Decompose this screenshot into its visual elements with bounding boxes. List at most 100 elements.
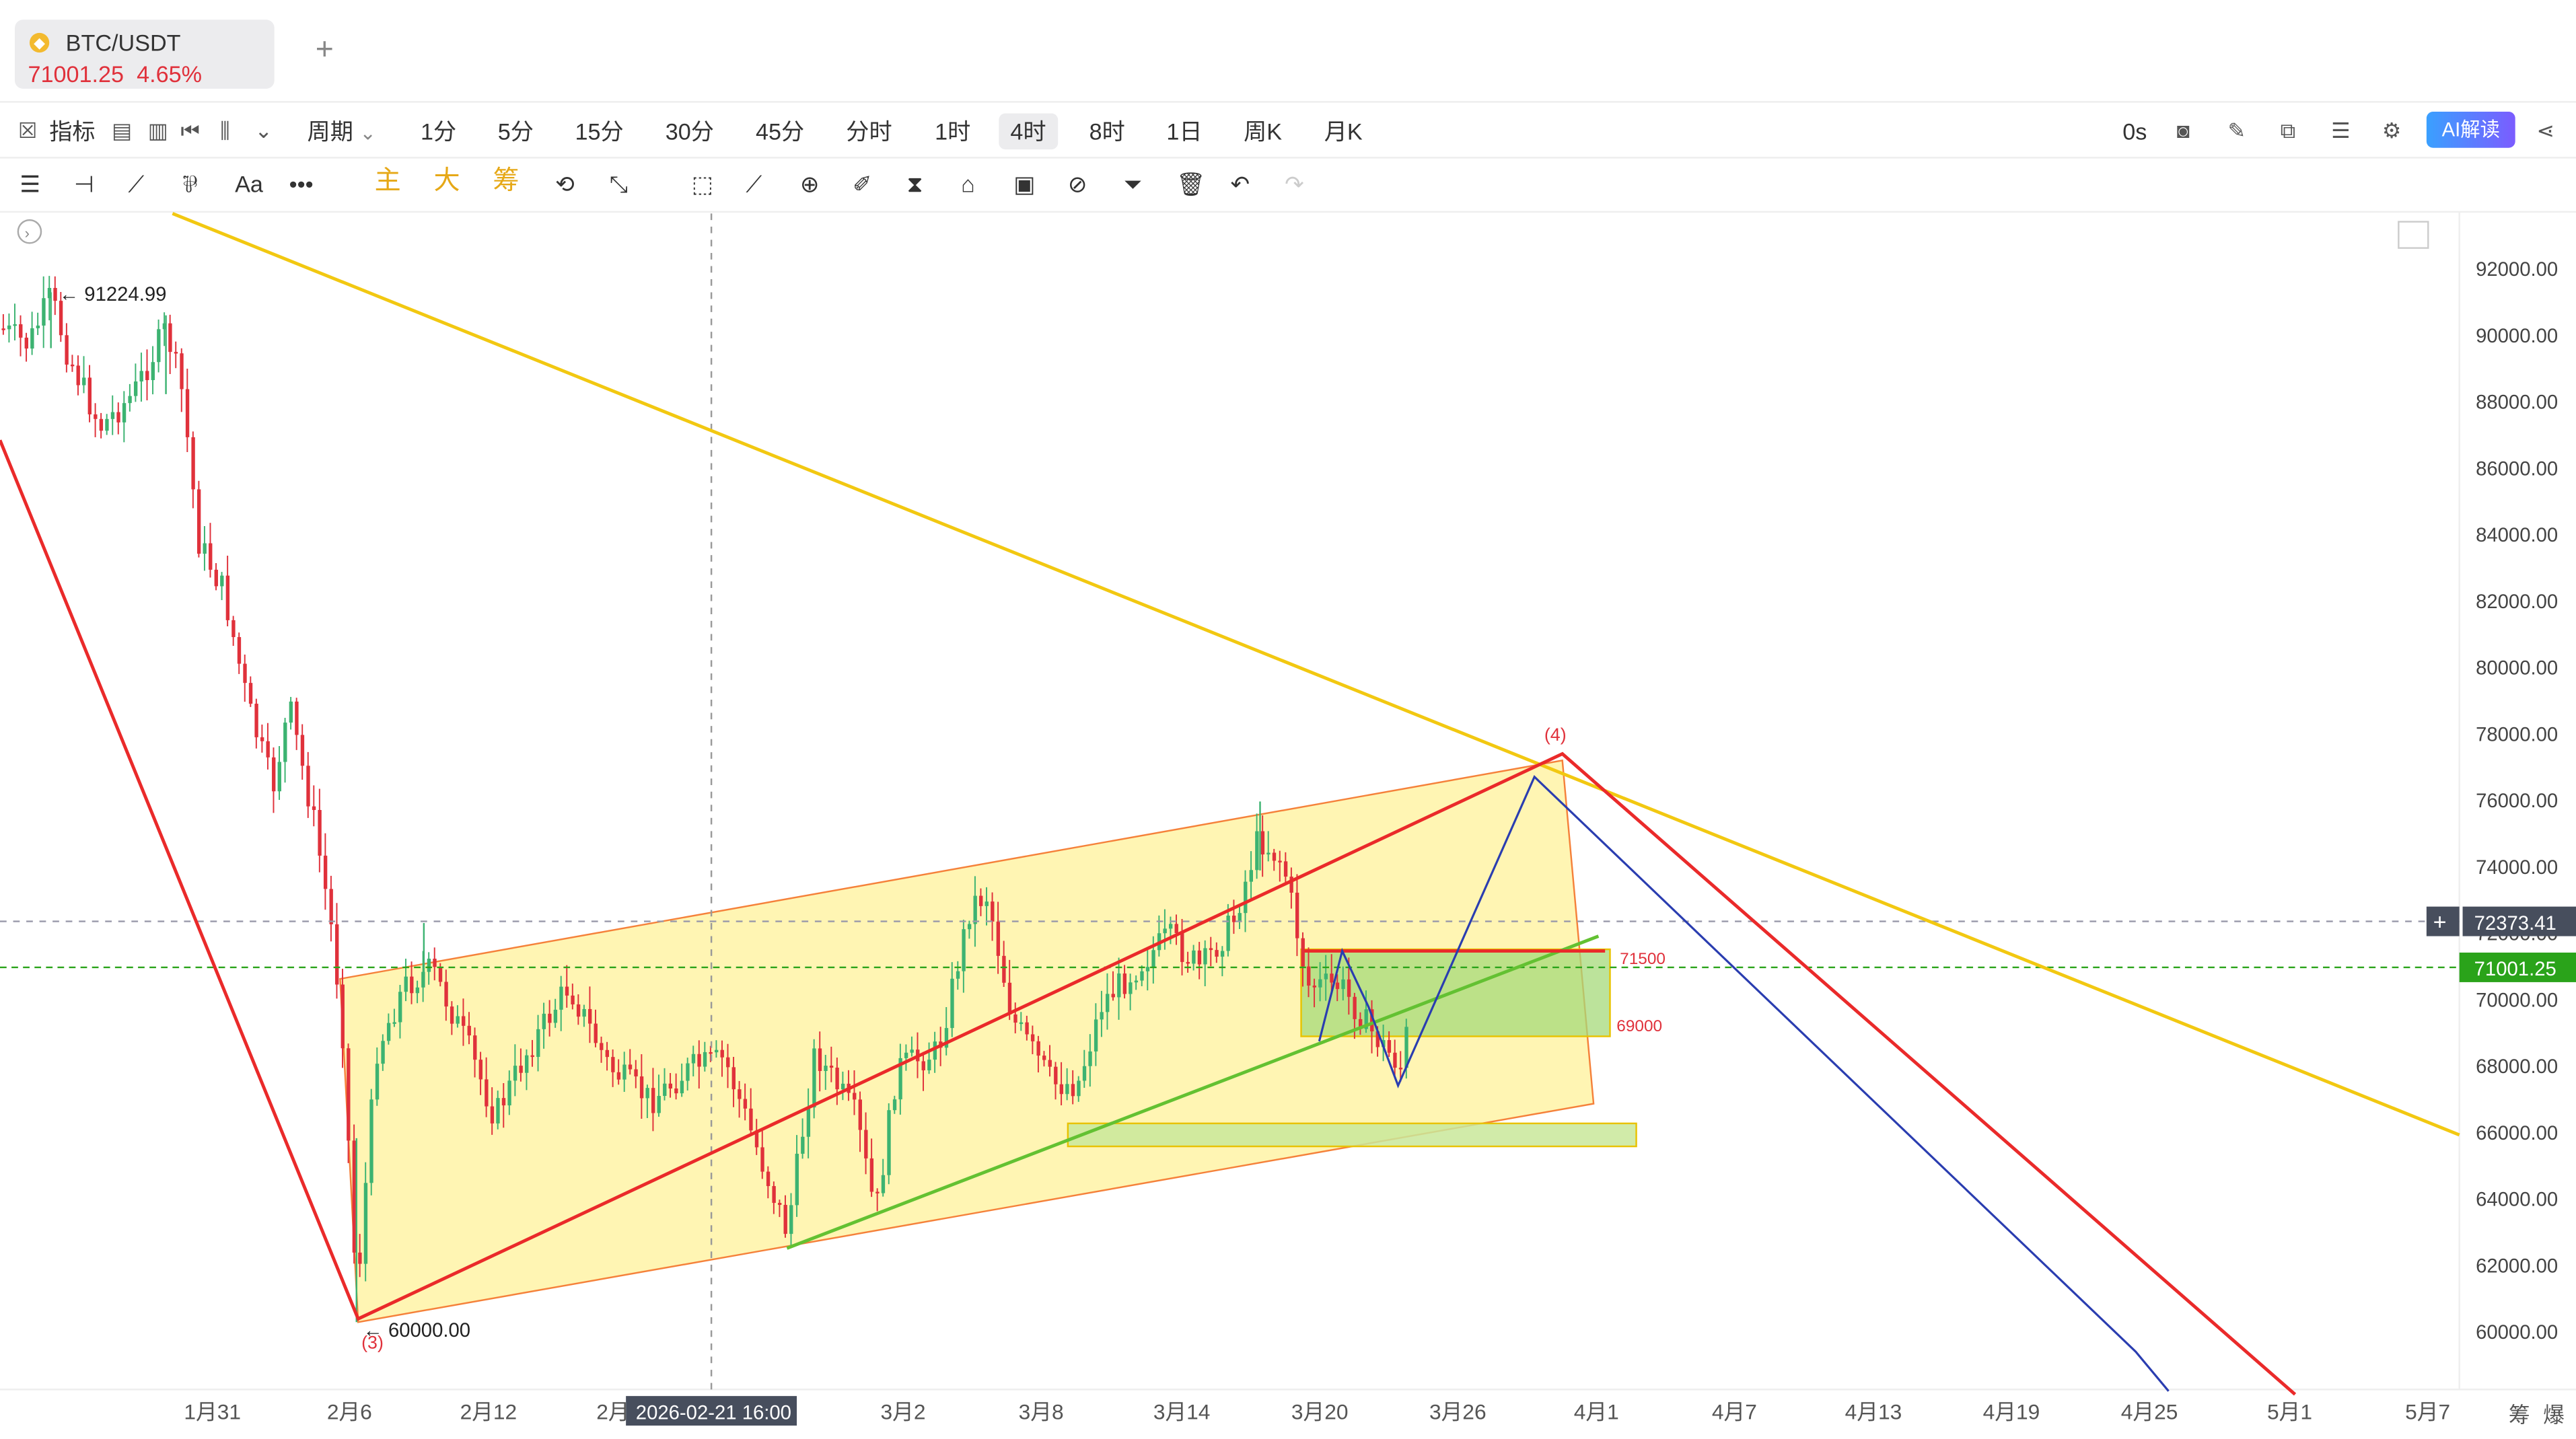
burst-corner-label[interactable]: 爆 xyxy=(2543,1403,2565,1427)
interval-45m[interactable]: 45分 xyxy=(756,118,805,145)
big-order-button[interactable]: 大 xyxy=(433,168,460,196)
candle-body xyxy=(1129,982,1133,994)
candle-body xyxy=(323,855,328,889)
ruler-icon[interactable]: ⟋ xyxy=(746,170,762,197)
last-price-tag xyxy=(2459,952,2576,982)
zoom-in-icon[interactable]: ⊕ xyxy=(799,170,820,197)
redo-icon[interactable]: ↷ xyxy=(1285,170,1304,197)
candle-body xyxy=(162,323,167,330)
candle-body xyxy=(433,959,437,967)
link-icon[interactable]: ⊘ xyxy=(1067,170,1087,197)
chip-corner-label[interactable]: 筹 xyxy=(2509,1403,2530,1427)
candle-body xyxy=(731,1067,736,1090)
candle-body xyxy=(611,1057,615,1072)
interval-week[interactable]: 周K xyxy=(1244,118,1283,145)
brush-icon[interactable]: ✐ xyxy=(853,170,872,197)
replay-icon[interactable]: ⏮ xyxy=(180,118,201,143)
candle-body xyxy=(116,412,120,422)
compare-icon[interactable]: ▥ xyxy=(147,118,168,143)
lock-icon[interactable]: ⌂ xyxy=(961,170,975,197)
interval-4h[interactable]: 4时 xyxy=(999,113,1058,150)
yellow-trendline[interactable] xyxy=(172,212,2460,1137)
fullscreen-icon[interactable] xyxy=(2398,221,2429,249)
candle-body xyxy=(812,1048,816,1108)
candle-body xyxy=(726,1057,730,1068)
price-tick-label: 84000.00 xyxy=(2476,524,2558,546)
settings-icon[interactable]: ⚙ xyxy=(2382,118,2402,143)
candle-type-icon[interactable]: ⫼ xyxy=(220,118,230,143)
more-icon[interactable]: ••• xyxy=(289,170,314,197)
template-icon[interactable]: ▣ xyxy=(1013,170,1036,197)
time-tick-label: 4月19 xyxy=(1983,1399,2040,1424)
time-tick-label: 1月31 xyxy=(184,1399,241,1424)
interval-1m[interactable]: 1分 xyxy=(420,118,457,145)
price-tick-label: 64000.00 xyxy=(2476,1189,2558,1211)
interval-8h[interactable]: 8时 xyxy=(1089,118,1125,145)
interval-timeline[interactable]: 分时 xyxy=(846,118,892,145)
candle-body xyxy=(53,288,57,301)
pencil-icon[interactable]: ✎ xyxy=(2227,118,2246,143)
candle-body xyxy=(381,1041,385,1064)
candle-body xyxy=(818,1048,822,1072)
high-marker: ← 91224.99 xyxy=(59,283,167,305)
visibility-icon[interactable]: ⧗ xyxy=(906,170,923,197)
candle-body xyxy=(1295,892,1299,938)
indicators-button[interactable]: 指标 xyxy=(49,118,96,145)
candle-body xyxy=(881,1175,886,1193)
green-trendline[interactable] xyxy=(786,934,1600,1250)
chip-button[interactable]: 筹 xyxy=(493,168,520,196)
candle-body xyxy=(530,1055,534,1058)
crosshair-plus-button[interactable] xyxy=(2426,906,2460,936)
candle-body xyxy=(347,1048,351,1141)
candle-body xyxy=(651,1088,655,1113)
trend-line-icon[interactable]: ⟋ xyxy=(128,170,145,197)
camera-icon[interactable]: ◙ xyxy=(2176,118,2190,143)
chevron-down-icon[interactable]: ⌄ xyxy=(254,118,273,143)
list-icon[interactable]: ☰ xyxy=(2331,118,2351,143)
undo-icon[interactable]: ↶ xyxy=(1230,170,1250,197)
time-tick-label: 3月2 xyxy=(881,1399,926,1424)
text-tool-button[interactable]: Aa xyxy=(235,170,263,197)
time-tick-label: 2月12 xyxy=(460,1399,517,1424)
period-dropdown[interactable]: 周期 ⌄ xyxy=(308,116,376,147)
add-tab-icon[interactable]: + xyxy=(315,32,334,68)
time-tick-label: 4月7 xyxy=(1712,1399,1757,1424)
ai-interpret-button[interactable]: AI解读 xyxy=(2426,112,2515,148)
symbol-tab[interactable]: ◆ BTC/USDT 71001.25 4.65% xyxy=(14,20,275,89)
demand-zone[interactable] xyxy=(1067,1122,1637,1148)
filter-icon[interactable]: ⏷ xyxy=(1123,170,1143,197)
delete-icon[interactable]: 🗑 xyxy=(1176,170,1206,197)
interval-1h[interactable]: 1时 xyxy=(935,118,971,145)
candle-body xyxy=(760,1147,764,1172)
measure-icon[interactable]: ⤡ xyxy=(609,170,629,197)
candle-body xyxy=(1215,950,1219,957)
red-wave-line[interactable] xyxy=(0,439,2297,1396)
share-icon[interactable]: ⋖ xyxy=(2536,118,2555,143)
fib-icon[interactable]: ⅌ xyxy=(182,170,198,197)
candle-body xyxy=(933,1041,937,1060)
main-force-button[interactable]: 主 xyxy=(374,168,401,196)
candle-body xyxy=(318,809,322,856)
interval-month[interactable]: 月K xyxy=(1324,118,1363,145)
layout-icon[interactable]: ▤ xyxy=(112,118,133,143)
interval-30m[interactable]: 30分 xyxy=(665,118,714,145)
candle-body xyxy=(1353,996,1357,1019)
window-icon[interactable]: ⧉ xyxy=(2280,118,2296,143)
indicator-icon[interactable]: ☒ xyxy=(17,118,38,143)
magnet-icon[interactable]: ⟲ xyxy=(555,170,575,197)
collapse-toggle-icon[interactable] xyxy=(17,219,42,244)
candle-body xyxy=(1398,1068,1403,1070)
interval-15m[interactable]: 15分 xyxy=(575,118,624,145)
interval-5m[interactable]: 5分 xyxy=(497,118,534,145)
candle-body xyxy=(996,921,1001,956)
countdown-label: 0s xyxy=(2122,118,2147,145)
blue-projection-line[interactable] xyxy=(1318,775,2170,1392)
horizontal-line-icon[interactable]: ⊣ xyxy=(73,170,94,197)
interval-1d[interactable]: 1日 xyxy=(1166,118,1203,145)
candle-body xyxy=(680,1080,684,1094)
select-icon[interactable]: ⬚ xyxy=(691,170,714,197)
menu-icon[interactable]: ☰ xyxy=(20,170,40,197)
candle-body xyxy=(1220,951,1225,957)
candle-body xyxy=(243,663,247,684)
